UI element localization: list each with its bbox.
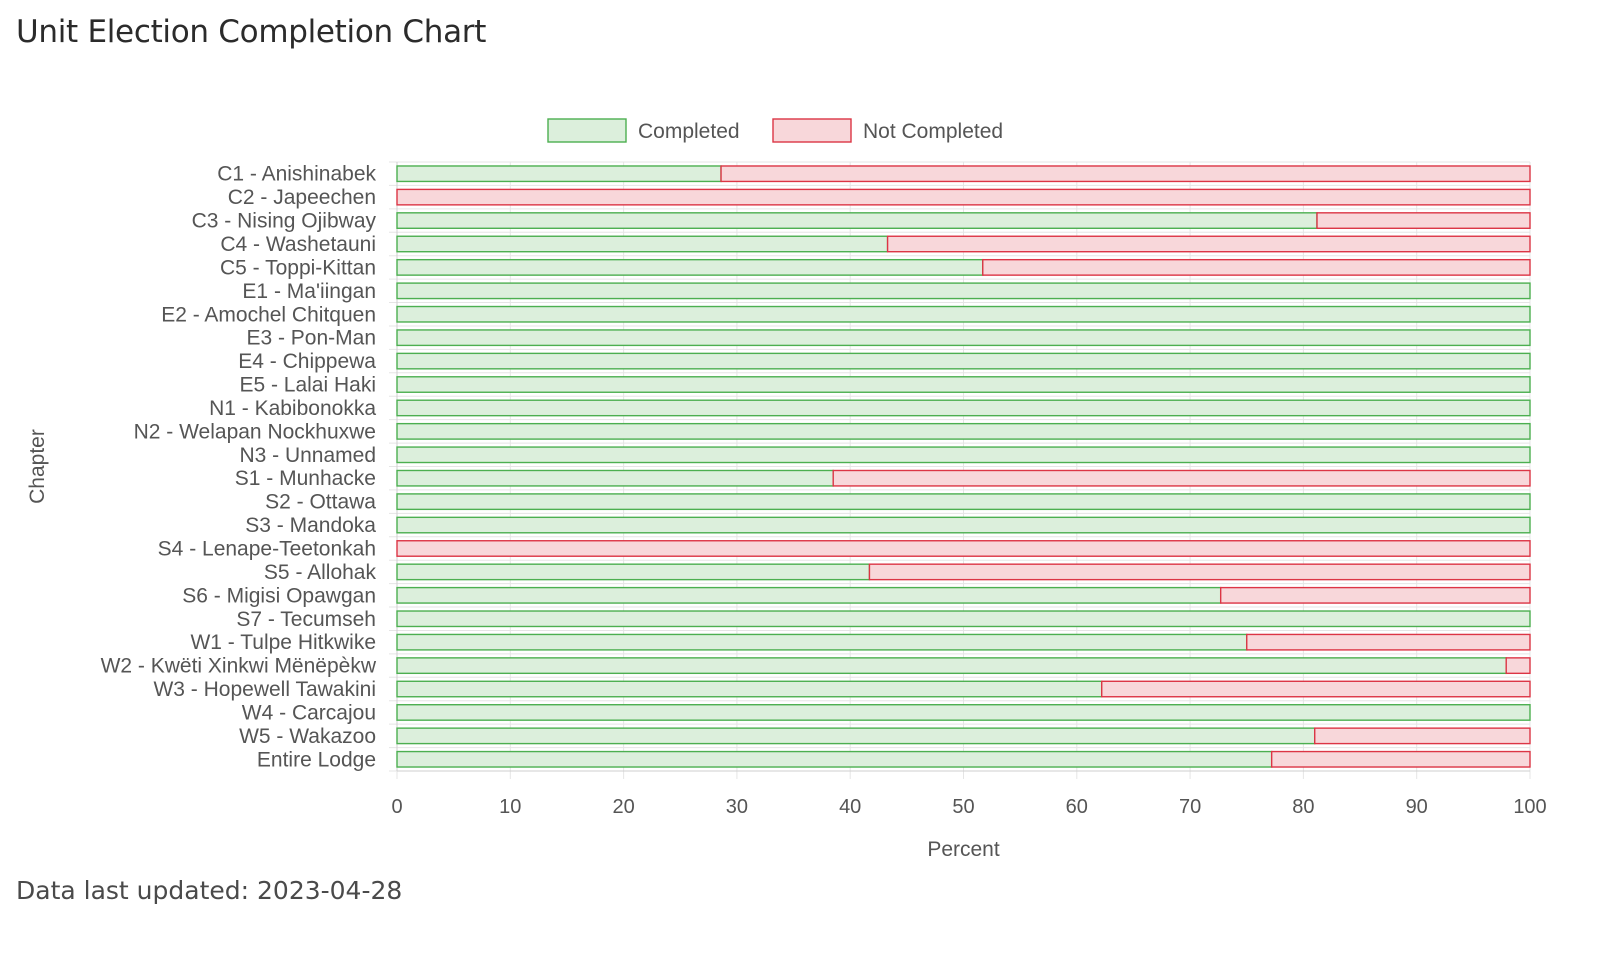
x-tick-label: 40: [839, 796, 861, 818]
y-tick-label: W4 - Carcajou: [242, 701, 376, 724]
bar-completed: [396, 376, 1531, 393]
y-tick-label: C1 - Anishinabek: [217, 163, 376, 186]
bar-not-completed: [1270, 750, 1531, 768]
bar-not-completed: [1505, 657, 1531, 675]
x-tick-label: 100: [1513, 796, 1546, 818]
bar-completed: [396, 516, 1531, 534]
bar-not-completed: [832, 469, 1531, 487]
y-tick-label: E1 - Ma'iingan: [242, 280, 376, 303]
bar-completed: [396, 352, 1531, 370]
y-axis-title: Chapter: [26, 429, 49, 504]
bar-completed: [396, 493, 1531, 511]
y-tick-label: C2 - Japeechen: [228, 186, 376, 209]
last-updated-note: Data last updated: 2023-04-28: [16, 876, 403, 905]
bar-not-completed: [396, 540, 1531, 557]
bar-not-completed: [1314, 727, 1531, 745]
bar-not-completed: [886, 235, 1531, 253]
bar-not-completed: [1316, 212, 1531, 229]
y-tick-label: C5 - Toppi-Kittan: [220, 256, 376, 279]
bar-completed: [396, 235, 889, 253]
y-tick-label: S5 - Allohak: [264, 561, 377, 584]
bar-not-completed: [396, 188, 1531, 206]
bar-not-completed: [868, 563, 1531, 581]
x-tick-label: 10: [499, 796, 521, 818]
y-tick-label: Entire Lodge: [257, 748, 376, 771]
bar-completed: [396, 657, 1507, 675]
bar-not-completed: [1219, 586, 1531, 604]
y-tick-label: N1 - Kabibonokka: [209, 397, 376, 420]
x-tick-label: 30: [726, 796, 748, 818]
bar-completed: [396, 750, 1273, 768]
y-tick-label: N3 - Unnamed: [239, 444, 376, 467]
legend-swatch-not-completed: [772, 118, 852, 143]
bar-completed: [396, 727, 1316, 745]
y-tick-label: E5 - Lalai Haki: [239, 374, 376, 397]
x-tick-label: 60: [1066, 796, 1088, 818]
bar-completed: [396, 422, 1531, 440]
bar-completed: [396, 469, 834, 487]
y-tick-label: W5 - Wakazoo: [239, 725, 376, 748]
y-tick-label: N2 - Welapan Nockhuxwe: [134, 420, 376, 443]
y-tick-label: W1 - Tulpe Hitkwike: [190, 631, 376, 654]
bar-completed: [396, 212, 1318, 229]
y-tick-label: W2 - Kwëti Xinkwi Mënëpèkw: [101, 655, 377, 678]
bar-completed: [396, 586, 1222, 604]
y-tick-label: S4 - Lenape-Teetonkah: [158, 537, 376, 560]
x-axis-title: Percent: [927, 838, 1000, 861]
bar-completed: [396, 563, 871, 581]
x-tick-label: 70: [1179, 796, 1201, 818]
bar-completed: [396, 704, 1531, 721]
x-tick-label: 50: [952, 796, 974, 818]
y-tick-label: S3 - Mandoka: [245, 514, 376, 537]
x-tick-label: 0: [391, 796, 402, 818]
bar-completed: [396, 165, 722, 183]
bar-not-completed: [1101, 680, 1531, 698]
x-tick-label: 90: [1406, 796, 1428, 818]
bar-completed: [396, 680, 1103, 698]
bar-completed: [396, 305, 1531, 323]
bar-completed: [396, 329, 1531, 347]
bar-completed: [396, 399, 1531, 417]
y-tick-label: S2 - Ottawa: [265, 491, 376, 514]
legend-label-completed: Completed: [638, 120, 740, 143]
y-tick-label: C4 - Washetauni: [220, 233, 376, 256]
y-tick-label: S7 - Tecumseh: [236, 608, 376, 631]
bar-not-completed: [982, 258, 1531, 276]
y-tick-label: E4 - Chippewa: [238, 350, 376, 373]
bar-completed: [396, 258, 984, 276]
bar-completed: [396, 282, 1531, 300]
y-tick-label: S6 - Migisi Opawgan: [182, 584, 376, 607]
y-tick-label: W3 - Hopewell Tawakini: [153, 678, 376, 701]
bar-not-completed: [720, 165, 1531, 183]
page-title: Unit Election Completion Chart: [16, 14, 487, 50]
x-tick-label: 20: [612, 796, 634, 818]
bar-completed: [396, 610, 1531, 628]
y-tick-label: E3 - Pon-Man: [246, 327, 376, 350]
y-tick-label: C3 - Nising Ojibway: [192, 210, 377, 233]
x-tick-label: 80: [1292, 796, 1314, 818]
bar-not-completed: [1246, 633, 1531, 651]
bar-completed: [396, 446, 1531, 464]
legend-label-not-completed: Not Completed: [863, 120, 1003, 143]
legend-swatch-completed: [547, 118, 627, 143]
y-tick-label: S1 - Munhacke: [235, 467, 376, 490]
bar-completed: [396, 633, 1248, 651]
completion-chart: 0 10 20 30 40 50 60 70 80 90 100 C1 - AnishinabekC2…: [26, 118, 1547, 861]
y-tick-label: E2 - Amochel Chitquen: [161, 303, 376, 326]
